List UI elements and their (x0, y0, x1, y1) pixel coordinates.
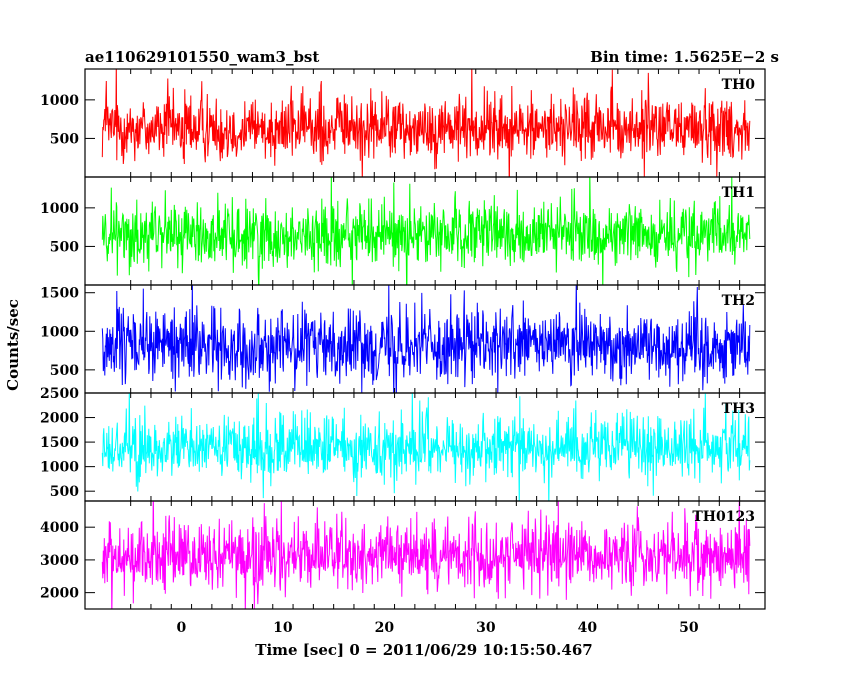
y-tick-label: 2500 (40, 386, 79, 402)
y-tick-label: 1500 (40, 286, 79, 302)
panel-th2: 500 1000 1500 TH2 (40, 284, 766, 394)
y-tick-label: 2000 (40, 586, 79, 602)
y-tick-label: 3000 (40, 553, 79, 569)
x-tick-label: 20 (375, 620, 395, 636)
y-tick-label: 4000 (40, 520, 79, 536)
x-tick-label: 0 (177, 620, 187, 636)
panel-label: TH0 (722, 77, 756, 93)
y-tick-label: 1000 (40, 201, 79, 217)
y-tick-label: 1500 (40, 435, 79, 451)
y-axis-label: Counts/sec (4, 299, 22, 391)
x-tick-label: 40 (578, 620, 598, 636)
x-tick-label: 10 (273, 620, 293, 636)
panel-th3: 500 1000 1500 2000 2500 TH3 (40, 386, 766, 502)
series-line-th0123 (101, 501, 751, 609)
x-axis: 0 10 20 30 40 50 (177, 620, 699, 636)
y-tick-label: 2000 (40, 411, 79, 427)
y-tick-label: 1000 (40, 460, 79, 476)
chart-title: ae110629101550_wam3_bst (85, 48, 319, 66)
panel-th1: 500 1000 TH1 (40, 176, 766, 286)
panel-th0: 500 1000 TH0 (40, 68, 766, 178)
panel-label: TH1 (722, 185, 755, 201)
series-line-th3 (101, 393, 751, 501)
y-tick-label: 500 (50, 239, 79, 255)
chart-subtitle: Bin time: 1.5625E−2 s (590, 48, 779, 66)
panel-label: TH2 (722, 293, 755, 309)
panel-th0123: 2000 3000 4000 TH0123 (40, 500, 766, 610)
y-tick-label: 1000 (40, 324, 79, 340)
y-tick-label: 500 (50, 131, 79, 147)
series-line-th0 (101, 69, 751, 177)
x-tick-label: 30 (476, 620, 496, 636)
panel-label: TH3 (722, 401, 755, 417)
y-tick-label: 500 (50, 363, 79, 379)
series-line-th2 (101, 285, 751, 393)
x-tick-label: 50 (679, 620, 699, 636)
x-axis-label: Time [sec] 0 = 2011/06/29 10:15:50.467 (255, 641, 592, 659)
y-tick-label: 500 (50, 484, 79, 500)
series-line-th1 (101, 177, 751, 285)
panel-label: TH0123 (692, 509, 755, 525)
panel-frame (84, 500, 766, 610)
y-tick-label: 1000 (40, 93, 79, 109)
